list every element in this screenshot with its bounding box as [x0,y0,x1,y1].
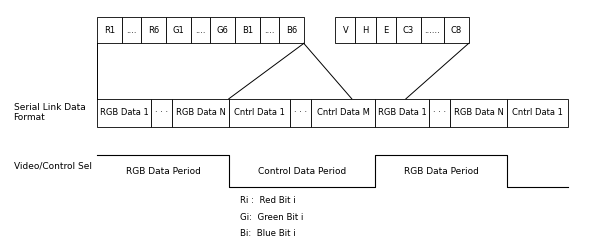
Text: E: E [383,26,389,35]
Text: Serial Link Data
Format: Serial Link Data Format [14,103,85,122]
Bar [141,17,166,43]
Bar [335,17,355,43]
Bar [421,17,444,43]
Text: C3: C3 [403,26,414,35]
Bar [235,17,260,43]
Text: RGB Data Period: RGB Data Period [125,167,200,176]
Text: Gi:  Green Bit i: Gi: Green Bit i [240,213,303,222]
Text: RGB Data Period: RGB Data Period [403,167,478,176]
Bar [210,17,235,43]
Text: Ri :  Red Bit i: Ri : Red Bit i [240,196,295,205]
Text: · · ·: · · · [155,108,169,117]
Text: Bi:  Blue Bit i: Bi: Blue Bit i [240,229,295,238]
Bar [396,17,421,43]
Bar [429,99,450,127]
Text: G6: G6 [216,26,229,35]
Text: B1: B1 [242,26,253,35]
Bar [376,17,396,43]
Text: ......: ...... [424,26,440,35]
Text: R6: R6 [148,26,159,35]
Bar [290,99,311,127]
Text: ....: .... [126,26,137,35]
Text: RGB Data N: RGB Data N [453,108,504,117]
Text: C8: C8 [451,26,462,35]
Text: RGB Data N: RGB Data N [175,108,226,117]
Bar [375,99,429,127]
Bar [260,17,279,43]
Bar [151,99,172,127]
Text: ....: .... [195,26,206,35]
Text: V: V [343,26,348,35]
Text: Video/Control Sel: Video/Control Sel [14,162,92,171]
Bar [229,99,290,127]
Bar [311,99,375,127]
Text: · · ·: · · · [294,108,308,117]
Text: G1: G1 [172,26,184,35]
Bar [507,99,568,127]
Bar [191,17,210,43]
Bar [166,17,191,43]
Text: ....: .... [264,26,275,35]
Text: Control Data Period: Control Data Period [258,167,346,176]
Bar [279,17,304,43]
Bar [97,17,122,43]
Bar [97,99,151,127]
Text: · · ·: · · · [433,108,446,117]
Text: R1: R1 [104,26,115,35]
Bar [444,17,469,43]
Bar [355,17,376,43]
Text: Cntrl Data 1: Cntrl Data 1 [234,108,285,117]
Text: Cntrl Data 1: Cntrl Data 1 [512,108,563,117]
Text: RGB Data 1: RGB Data 1 [378,108,427,117]
Text: RGB Data 1: RGB Data 1 [100,108,149,117]
Bar [172,99,229,127]
Text: Cntrl Data M: Cntrl Data M [317,108,370,117]
Bar [450,99,507,127]
Text: H: H [362,26,369,35]
Bar [122,17,141,43]
Text: B6: B6 [286,26,297,35]
